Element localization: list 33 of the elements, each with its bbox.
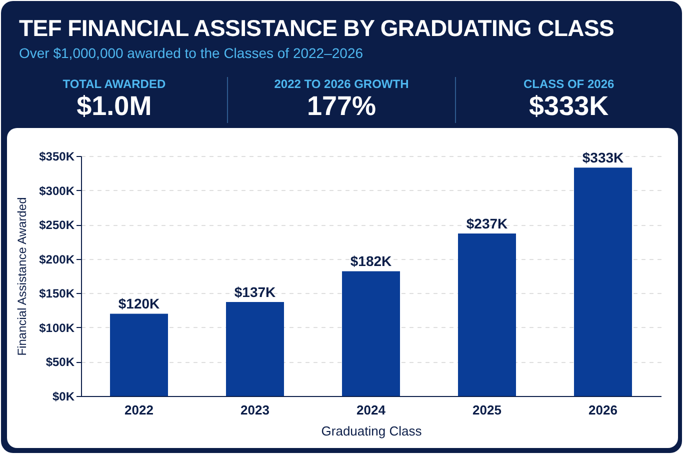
data-label: $120K bbox=[118, 296, 160, 312]
bar bbox=[342, 271, 400, 396]
data-label: $237K bbox=[466, 215, 508, 232]
y-tick-label: $0K bbox=[52, 390, 75, 404]
bar bbox=[226, 302, 284, 396]
y-tick-label: $100K bbox=[39, 320, 75, 335]
text: $1.0M bbox=[76, 91, 153, 121]
y-axis-title: Financial Assistance Awarded bbox=[15, 197, 30, 356]
y-tick-label: $300K bbox=[39, 184, 75, 198]
data-label: $333K bbox=[582, 150, 624, 166]
text: CLASS OF 2026 bbox=[522, 77, 616, 91]
x-tick-label: 2023 bbox=[240, 402, 270, 418]
x-tick-label: 2024 bbox=[356, 402, 386, 418]
text: Over $1,000,000 awarded to the Classes of 2022–2026 bbox=[19, 45, 364, 61]
data-label: $182K bbox=[350, 253, 392, 270]
text: TOTAL AWARDED bbox=[62, 77, 167, 91]
data-label: $137K bbox=[234, 284, 276, 300]
y-tick-label: $50K bbox=[46, 355, 75, 370]
y-tick-label: $350K bbox=[39, 150, 75, 164]
text: $333K bbox=[528, 91, 610, 121]
bar bbox=[110, 314, 168, 396]
bar bbox=[574, 168, 632, 396]
bar bbox=[458, 233, 516, 396]
text: TEF FINANCIAL ASSISTANCE BY GRADUATING CLASS bbox=[19, 15, 614, 42]
x-axis-title: Graduating Class bbox=[321, 424, 422, 438]
text: 2022 TO 2026 GROWTH bbox=[273, 77, 410, 91]
text: 177% bbox=[306, 91, 378, 121]
x-tick-label: 2026 bbox=[588, 402, 618, 418]
y-tick-label: $200K bbox=[39, 252, 75, 266]
y-tick-label: $150K bbox=[39, 286, 75, 301]
y-tick-label: $250K bbox=[39, 218, 75, 232]
x-tick-label: 2025 bbox=[472, 402, 502, 418]
x-tick-label: 2022 bbox=[124, 402, 154, 418]
